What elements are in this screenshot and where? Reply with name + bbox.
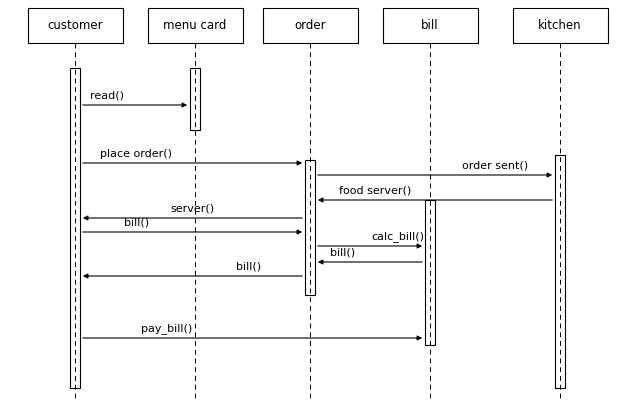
Bar — [425, 200, 435, 345]
Text: food server(): food server() — [339, 186, 411, 196]
Text: menu card: menu card — [163, 19, 227, 32]
Text: calc_bill(): calc_bill() — [371, 231, 424, 242]
Bar — [305, 160, 315, 295]
Text: bill: bill — [421, 19, 439, 32]
Text: server(): server() — [171, 204, 214, 214]
Bar — [512, 8, 608, 43]
Bar — [70, 68, 80, 388]
Bar — [382, 8, 478, 43]
Bar — [262, 8, 358, 43]
Text: bill(): bill() — [330, 248, 355, 258]
Text: read(): read() — [91, 91, 124, 101]
Bar — [148, 8, 242, 43]
Text: order sent(): order sent() — [462, 161, 528, 171]
Text: customer: customer — [48, 19, 102, 32]
Text: kitchen: kitchen — [538, 19, 582, 32]
Text: place order(): place order() — [100, 149, 172, 159]
Bar — [555, 155, 565, 388]
Text: order: order — [294, 19, 326, 32]
Bar — [28, 8, 123, 43]
Text: bill(): bill() — [124, 218, 149, 228]
Text: bill(): bill() — [236, 262, 261, 272]
Text: pay_bill(): pay_bill() — [141, 323, 192, 334]
Bar — [190, 68, 200, 130]
